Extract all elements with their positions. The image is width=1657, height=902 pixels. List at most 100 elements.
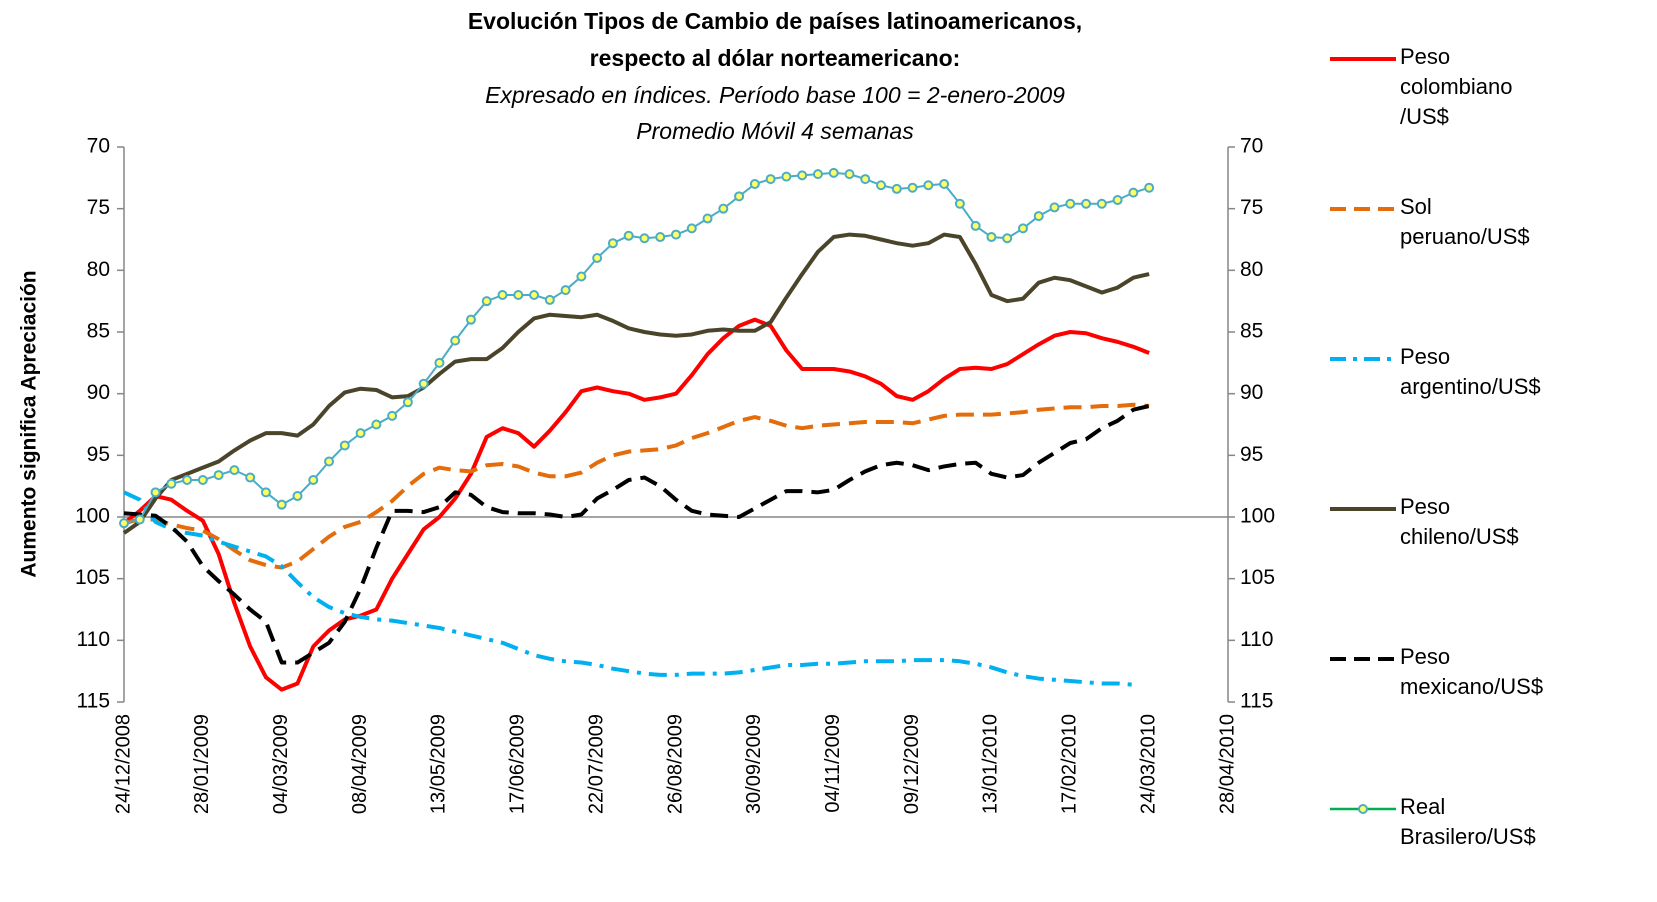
y-tick-label: 95	[87, 443, 110, 466]
x-tick-label: 09/12/2009	[901, 714, 923, 814]
series-marker	[749, 179, 760, 189]
series-marker	[765, 174, 776, 185]
series-marker	[844, 169, 855, 180]
series-marker	[324, 456, 335, 467]
y2-tick-label: 70	[1240, 135, 1263, 158]
series-line	[123, 490, 1134, 687]
series-marker	[465, 314, 476, 325]
series-marker	[954, 198, 965, 209]
x-tick-label: 22/07/2009	[585, 714, 607, 814]
series-marker	[1081, 198, 1092, 209]
series-marker	[939, 179, 950, 189]
x-tick-label: 28/04/2010	[1216, 714, 1238, 814]
series-marker	[150, 487, 161, 498]
y-tick-label: 85	[87, 320, 110, 343]
x-tick-label: 08/04/2009	[349, 714, 371, 814]
series-marker	[923, 180, 934, 191]
series-marker	[639, 233, 650, 244]
y-tick-label: 70	[87, 135, 110, 158]
legend-label: Peso chileno/US$	[1400, 494, 1519, 549]
series-marker	[860, 174, 871, 185]
legend-label: Peso mexicano/US$	[1400, 644, 1544, 699]
series-marker	[1096, 198, 1107, 209]
series-line	[123, 402, 1150, 570]
series-marker	[986, 232, 997, 243]
chart-title: respecto al dólar norteamericano:	[590, 45, 961, 71]
series-marker	[276, 499, 287, 510]
x-tick-label: 30/09/2009	[743, 714, 765, 814]
y-tick-label: 105	[75, 566, 110, 589]
series-marker	[592, 253, 603, 263]
y2-tick-label: 75	[1240, 196, 1263, 219]
series-marker	[718, 203, 729, 214]
series-marker	[1002, 233, 1013, 244]
y-tick-label: 80	[87, 258, 110, 281]
y2-tick-label: 110	[1240, 628, 1273, 651]
series-marker	[812, 169, 823, 180]
series-marker	[891, 183, 902, 194]
series-marker	[481, 296, 492, 307]
series-marker	[213, 470, 224, 481]
series-marker	[876, 180, 887, 191]
chart-title: Evolución Tipos de Cambio de países lati…	[468, 8, 1082, 34]
y2-tick-label: 105	[1240, 566, 1275, 589]
series-marker	[797, 170, 808, 181]
series-marker	[166, 478, 177, 489]
legend-label: Sol peruano/US$	[1400, 194, 1530, 249]
x-tick-label: 17/02/2010	[1059, 714, 1081, 814]
series-marker	[497, 290, 508, 300]
series-marker	[828, 167, 839, 178]
series-marker	[245, 472, 256, 483]
series-marker	[308, 475, 319, 485]
legend-marker	[1358, 804, 1368, 814]
series-marker	[623, 230, 634, 241]
series-marker	[576, 271, 587, 282]
series-marker	[229, 465, 240, 476]
series-marker	[134, 514, 145, 525]
series-marker	[418, 378, 429, 389]
series-line	[123, 404, 1150, 665]
y-tick-label: 100	[75, 505, 110, 528]
x-tick-label: 28/01/2009	[191, 714, 213, 814]
x-tick-label: 04/11/2009	[822, 714, 844, 813]
chart-subtitle: Expresado en índices. Período base 100 =…	[485, 82, 1065, 108]
x-tick-label: 13/01/2010	[980, 714, 1002, 814]
series-marker	[1065, 198, 1076, 209]
series-marker	[734, 191, 745, 202]
y-tick-label: 115	[77, 690, 110, 713]
x-tick-label: 26/08/2009	[664, 714, 686, 814]
series-marker	[182, 475, 193, 485]
series-line	[122, 232, 1150, 535]
series-marker	[197, 475, 208, 485]
series-marker	[907, 182, 918, 193]
series-marker	[970, 220, 981, 231]
x-tick-label: 17/06/2009	[507, 714, 529, 814]
series-marker	[560, 285, 571, 296]
series-line	[123, 171, 1150, 525]
y-axis-label: Aumento significa Apreciación	[18, 270, 41, 577]
chart-subtitle: Promedio Móvil 4 semanas	[636, 118, 914, 144]
series-marker	[1049, 202, 1060, 213]
y2-tick-label: 115	[1240, 690, 1273, 713]
series-marker	[686, 223, 697, 234]
series-marker	[529, 290, 540, 300]
series-marker	[434, 357, 445, 368]
x-tick-label: 24/03/2010	[1137, 714, 1159, 814]
series-marker	[387, 410, 398, 421]
legend-label: Real Brasilero/US$	[1400, 794, 1536, 849]
series-marker	[655, 232, 666, 243]
series-marker	[513, 290, 524, 300]
series-marker	[1128, 187, 1139, 198]
y2-tick-label: 100	[1240, 505, 1275, 528]
series-marker	[450, 335, 461, 346]
series-marker	[260, 487, 271, 498]
x-tick-label: 13/05/2009	[428, 714, 450, 814]
x-tick-label: 24/12/2008	[112, 714, 134, 814]
series-marker	[702, 213, 713, 224]
y2-tick-label: 95	[1240, 443, 1263, 466]
y-tick-label: 110	[77, 628, 110, 651]
series-line	[122, 317, 1150, 692]
legend-label: Peso argentino/US$	[1400, 344, 1541, 399]
legend-label: Peso colombiano /US$	[1400, 44, 1513, 129]
